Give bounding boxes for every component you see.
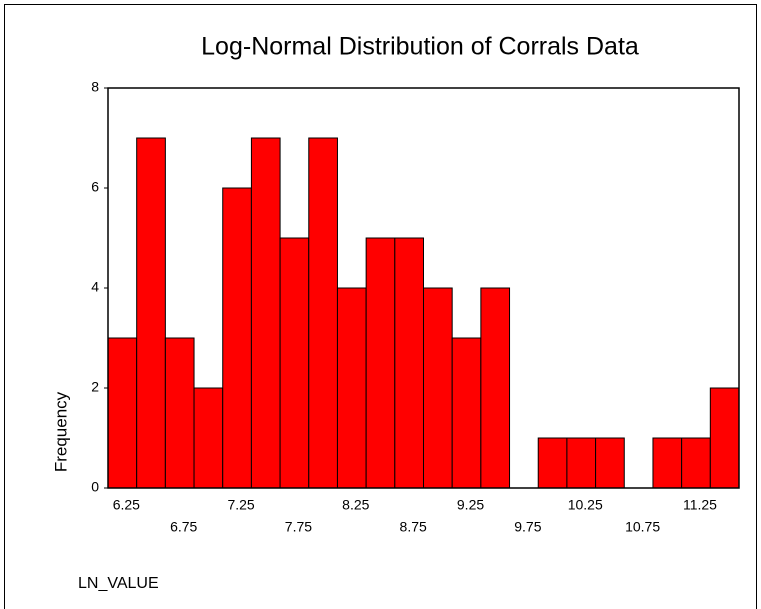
chart-title: Log-Normal Distribution of Corrals Data: [201, 33, 639, 61]
bar: [394, 237, 424, 489]
bar: [107, 337, 138, 489]
bar: [279, 237, 310, 489]
outer-border: [4, 4, 757, 609]
x-tick-label: 8.25: [342, 497, 369, 513]
y-axis-label: Frequency: [51, 391, 70, 472]
x-tick-label: 7.25: [227, 497, 254, 513]
x-tick-label: 9.75: [514, 519, 541, 535]
bar: [193, 387, 224, 489]
x-tick-label: 11.25: [683, 497, 717, 513]
bar: [537, 437, 568, 489]
x-tick-label: 9.25: [457, 497, 484, 513]
x-tick-label: 7.75: [285, 519, 312, 535]
bar: [709, 387, 740, 489]
bar: [365, 237, 396, 489]
bar: [336, 287, 367, 489]
bar: [308, 137, 338, 489]
bar: [566, 437, 597, 489]
x-tick-label: 10.25: [568, 497, 603, 513]
bar: [595, 437, 625, 489]
bar: [250, 137, 281, 489]
x-tick-label: 10.75: [625, 519, 660, 535]
y-tick-label: 8: [91, 79, 99, 95]
y-tick-label: 2: [91, 379, 99, 395]
bar: [652, 437, 683, 489]
y-tick-label: 6: [91, 179, 99, 195]
bar: [681, 437, 711, 489]
x-tick-label: 6.25: [113, 497, 140, 513]
x-tick-label: 6.75: [170, 519, 197, 535]
x-tick-label: 8.75: [400, 519, 427, 535]
bar: [136, 137, 166, 489]
bar: [480, 287, 511, 489]
y-tick-label: 0: [91, 479, 99, 495]
bar: [164, 337, 195, 489]
plot-frame: [107, 87, 740, 489]
x-axis-label: LN_VALUE: [78, 575, 159, 592]
bar: [423, 287, 453, 489]
bar: [451, 337, 482, 489]
bar: [222, 187, 252, 489]
y-tick-label: 4: [91, 279, 99, 295]
